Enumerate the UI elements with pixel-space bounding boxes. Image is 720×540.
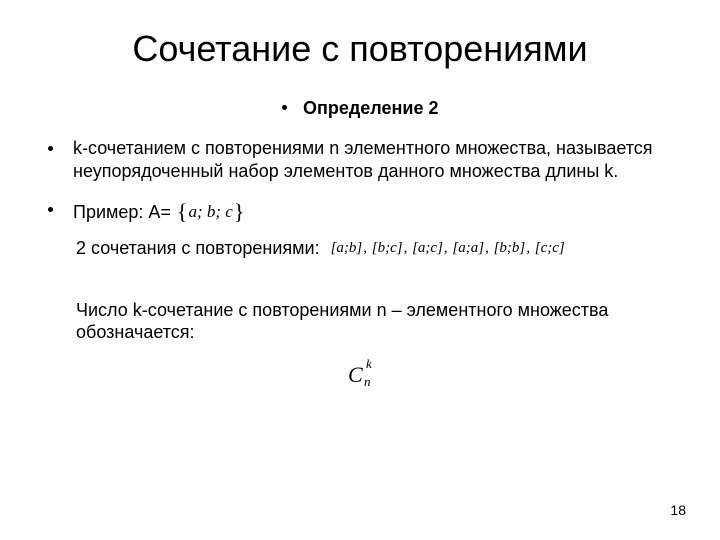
example-row: Пример: A= { a; b; c }: [73, 198, 244, 226]
sep-1: ,: [404, 240, 408, 256]
combos-line: 2 сочетания с повторениями: [a;b], [b;c]…: [40, 238, 680, 259]
combo-0: [a;b]: [330, 240, 364, 256]
bullet-subtitle: [282, 105, 287, 110]
sep-3: ,: [485, 240, 489, 256]
count-text: Число k-сочетание с повторениями n – эле…: [40, 299, 680, 344]
subtitle-text: Определение 2: [303, 98, 438, 119]
formula-sub: n: [364, 374, 371, 390]
combos-list: [a;b], [b;c], [a;c], [a;a], [b;b], [c;c]: [330, 240, 566, 257]
combo-5: [c;c]: [534, 240, 566, 256]
example-block: Пример: A= { a; b; c }: [40, 198, 680, 226]
brace-close: }: [234, 198, 245, 226]
definition-block: k-сочетанием с повторениями n элементног…: [40, 137, 680, 182]
example-set-content: a; b; c: [188, 201, 232, 222]
slide-title: Сочетание с повторениями: [40, 28, 680, 70]
combo-2: [a;c]: [411, 240, 444, 256]
combo-4: [b;b]: [493, 240, 527, 256]
subtitle-row: Определение 2: [40, 98, 680, 119]
formula-base: C: [348, 362, 363, 388]
example-label: Пример: A=: [73, 201, 171, 224]
slide: Сочетание с повторениями Определение 2 k…: [0, 0, 720, 540]
definition-text: k-сочетанием с повторениями n элементног…: [73, 137, 680, 182]
combos-label: 2 сочетания с повторениями:: [76, 238, 320, 259]
page-number: 18: [670, 502, 686, 518]
bullet-definition: [48, 146, 53, 151]
example-set: { a; b; c }: [171, 198, 245, 226]
formula-sup: k: [366, 356, 372, 372]
brace-open: {: [177, 198, 188, 226]
sep-4: ,: [526, 240, 530, 256]
formula: C n k: [340, 358, 380, 394]
bullet-example: [48, 207, 53, 212]
sep-2: ,: [444, 240, 448, 256]
sep-0: ,: [363, 240, 367, 256]
combo-3: [a;a]: [451, 240, 485, 256]
formula-row: C n k: [40, 358, 680, 399]
combo-1: [b;c]: [371, 240, 404, 256]
